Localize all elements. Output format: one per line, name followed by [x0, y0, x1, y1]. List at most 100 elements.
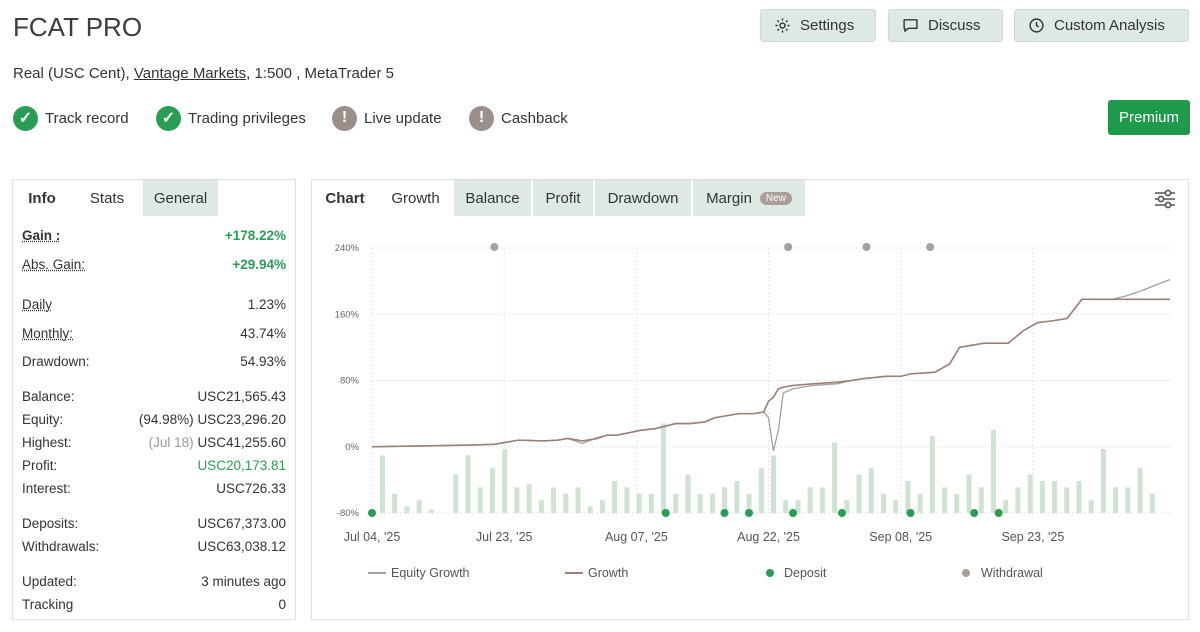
- profit-bar: [966, 474, 972, 513]
- badge-live-update: ! Live update: [332, 104, 442, 132]
- profit-bar: [624, 487, 630, 513]
- chart-panel: Chart Growth Balance Profit Drawdown Mar…: [311, 179, 1189, 620]
- withdrawal-marker: [926, 243, 935, 251]
- profit-bar: [771, 455, 776, 513]
- profit-bar: [746, 493, 752, 513]
- profit-bar: [612, 481, 618, 513]
- deposit-marker: [837, 509, 846, 517]
- legend-equity-growth: Equity Growth: [391, 566, 470, 580]
- withdrawal-marker: [784, 243, 793, 251]
- profit-bar: [856, 474, 862, 513]
- check-icon: ✓: [156, 105, 181, 131]
- profit-bar: [502, 449, 508, 513]
- x-axis-ticks: Jul 04, '25 Jul 23, '25 Aug 07, '25 Aug 22,…: [344, 530, 1065, 544]
- deposit-marker: [906, 509, 915, 517]
- deposit-marker: [368, 509, 376, 517]
- profit-bar: [868, 468, 874, 513]
- profit-bar: [1003, 500, 1009, 513]
- legend-withdrawal-swatch: [962, 569, 970, 577]
- gear-icon: [775, 18, 790, 33]
- profit-bar: [380, 455, 385, 513]
- profit-bar: [954, 493, 960, 513]
- x-tick-label: Sep 23, '25: [1001, 530, 1064, 544]
- highest-value: USC41,255.60: [197, 435, 286, 450]
- gain-value: +178.22%: [224, 228, 286, 243]
- profit-bar: [1015, 487, 1021, 513]
- badge-label: Trading privileges: [188, 109, 306, 127]
- account-type: Real (USC Cent),: [13, 65, 134, 82]
- profit-value: USC20,173.81: [197, 458, 286, 473]
- profit-bar: [783, 500, 789, 513]
- stat-profit: Profit: USC20,173.81: [22, 458, 286, 473]
- margin-label: Margin: [706, 189, 752, 207]
- equity-label: Equity:: [22, 412, 64, 427]
- stat-deposits: Deposits: USC67,373.00: [22, 516, 286, 531]
- tab-margin[interactable]: Margin New: [693, 180, 805, 216]
- settings-button[interactable]: Settings: [760, 9, 876, 42]
- tab-balance[interactable]: Balance: [454, 180, 531, 216]
- interest-label: Interest:: [22, 481, 71, 496]
- chart-dots: [368, 243, 1003, 517]
- stat-monthly: Monthly: 43.74%: [22, 326, 286, 341]
- deposits-value: USC67,373.00: [197, 516, 286, 531]
- discuss-button[interactable]: Discuss: [888, 9, 1003, 42]
- clock-icon: [1029, 18, 1044, 33]
- x-tick-label: Sep 08, '25: [869, 530, 932, 544]
- x-tick-label: Jul 23, '25: [476, 530, 533, 544]
- profit-bar: [636, 493, 642, 513]
- y-tick-label: 160%: [335, 309, 360, 320]
- deposit-marker: [970, 509, 979, 517]
- drawdown-label: Drawdown:: [22, 354, 90, 369]
- tab-general[interactable]: General: [143, 180, 218, 216]
- profit-bar: [1100, 449, 1106, 513]
- profit-bar: [929, 436, 935, 513]
- profit-bar: [587, 506, 593, 513]
- tab-stats[interactable]: Stats: [89, 189, 125, 207]
- profit-bar: [905, 481, 911, 513]
- tracking-label: Tracking: [22, 597, 74, 612]
- daily-value: 1.23%: [247, 297, 286, 312]
- tab-profit[interactable]: Profit: [533, 180, 593, 216]
- interest-value: USC726.33: [216, 481, 286, 496]
- tab-info[interactable]: Info: [28, 189, 56, 207]
- profit-bar: [428, 509, 434, 513]
- custom-analysis-label: Custom Analysis: [1054, 17, 1165, 34]
- y-axis-ticks: 240% 160% 80% 0% -80%: [335, 243, 360, 519]
- growth-chart: 240% 160% 80% 0% -80% Jul 04, '25 Jul 23, '25…: [335, 243, 1171, 580]
- profit-bar: [538, 500, 544, 513]
- tab-growth[interactable]: Growth: [391, 189, 440, 207]
- tab-chart[interactable]: Chart: [325, 189, 365, 207]
- withdrawals-label: Withdrawals:: [22, 539, 100, 554]
- profit-bar: [1039, 481, 1045, 513]
- withdrawals-value: USC63,038.12: [197, 539, 286, 554]
- chart-bars: [380, 423, 1155, 513]
- premium-button[interactable]: Premium: [1108, 100, 1190, 135]
- highest-label: Highest:: [22, 435, 72, 450]
- profit-label: Profit:: [22, 458, 58, 473]
- balance-label: Balance:: [22, 389, 75, 404]
- tracking-value: 0: [278, 597, 286, 612]
- profit-bar: [1027, 474, 1033, 513]
- y-tick-label: -80%: [337, 508, 360, 519]
- filter-sliders-icon[interactable]: [1153, 189, 1177, 209]
- x-tick-label: Jul 04, '25: [344, 530, 401, 544]
- account-leverage-platform: , 1:500 , MetaTrader 5: [246, 65, 395, 82]
- badge-label: Live update: [364, 109, 442, 127]
- abs-gain-label: Abs. Gain:: [22, 257, 86, 272]
- profit-bar: [489, 468, 495, 513]
- monthly-value: 43.74%: [240, 326, 286, 341]
- chart-legend: Equity Growth Growth Deposit Withdrawal: [368, 566, 1043, 580]
- broker-link[interactable]: Vantage Markets: [133, 65, 247, 82]
- profit-bar: [758, 468, 764, 513]
- deposit-marker: [744, 509, 753, 517]
- tab-drawdown[interactable]: Drawdown: [595, 180, 691, 216]
- withdrawal-marker: [490, 243, 499, 251]
- equity-value: USC23,296.20: [197, 412, 286, 427]
- stats-panel: Info Stats General: [12, 179, 296, 620]
- profit-bar: [416, 500, 422, 513]
- profit-bar: [551, 487, 557, 513]
- profit-bar: [807, 487, 813, 513]
- chat-icon: [903, 19, 918, 32]
- daily-label: Daily: [22, 297, 53, 312]
- custom-analysis-button[interactable]: Custom Analysis: [1014, 9, 1189, 42]
